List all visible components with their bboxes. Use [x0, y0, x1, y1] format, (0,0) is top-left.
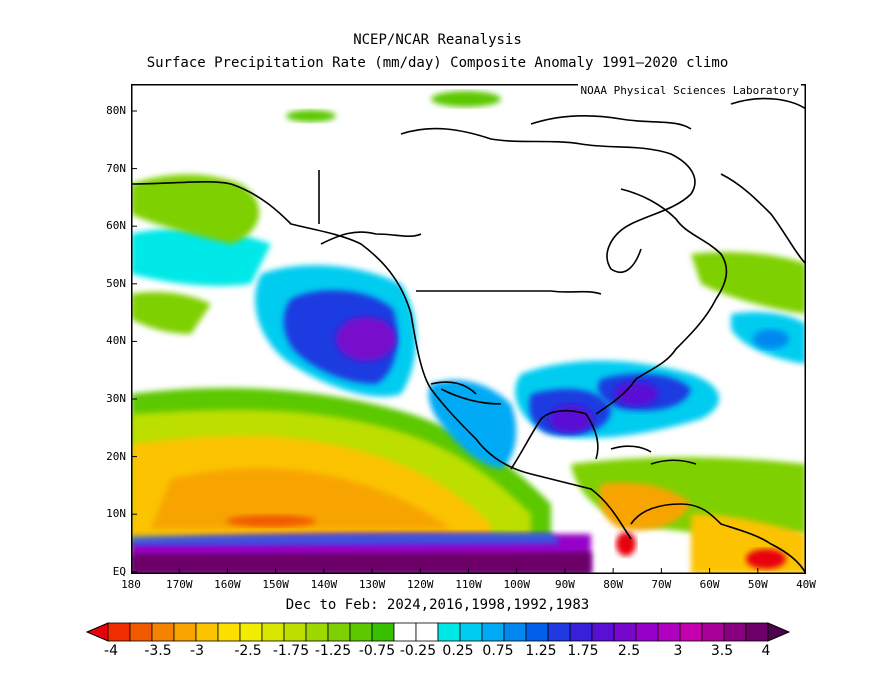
colorbar-label: 1.75 [567, 643, 599, 659]
lat-tick-label: 20N [106, 449, 126, 463]
colorbar-swatch [261, 622, 285, 642]
colorbar-swatch [679, 622, 703, 642]
coastlines [131, 97, 806, 574]
colorbar-swatch [503, 622, 527, 642]
colorbar-label: 0.75 [482, 643, 514, 659]
colorbar-swatch [745, 622, 769, 642]
lon-tick-label: 70W [651, 578, 672, 591]
colorbar-swatch [415, 622, 439, 642]
colorbar-swatch [371, 622, 395, 642]
lon-tick-label: 130W [358, 578, 386, 591]
colorbar-swatch [437, 622, 461, 642]
colorbar-swatch [701, 622, 725, 642]
colorbar-swatch [613, 622, 637, 642]
colorbar-swatch [723, 622, 747, 642]
lon-tick-label: 100W [503, 578, 530, 591]
anomaly-field [131, 91, 806, 574]
axis-ticks [131, 110, 806, 574]
colorbar-swatch [283, 622, 307, 642]
colorbar-swatch [635, 622, 659, 642]
lat-tick-label: 10N [106, 507, 126, 521]
colorbar-swatch [151, 622, 175, 642]
lat-tick-label: EQ [112, 564, 126, 578]
lon-tick-label: 80W [603, 578, 624, 591]
precipitation-anomaly-map [131, 84, 806, 574]
colorbar-swatch [305, 622, 329, 642]
colorbar-swatch [217, 622, 241, 642]
colorbar-label: -3.5 [144, 643, 172, 659]
lon-tick-label: 110W [455, 578, 482, 591]
colorbar-swatch [129, 622, 153, 642]
colorbar-swatch [173, 622, 197, 642]
colorbar-swatch [327, 622, 351, 642]
lon-tick-label: 180 [121, 578, 141, 591]
lon-tick-label: 170W [165, 578, 193, 591]
colorbar-label: 3.5 [710, 643, 734, 659]
chart-subtitle: Surface Precipitation Rate (mm/day) Comp… [146, 55, 729, 71]
lat-tick-label: 30N [106, 392, 126, 405]
colorbar-swatch [657, 622, 681, 642]
lon-tick-label: 90W [554, 578, 575, 591]
colorbar-swatch [569, 622, 593, 642]
colorbar-label: 3 [673, 643, 683, 659]
colorbar-swatch [481, 622, 505, 642]
colorbar-label: -1.75 [272, 643, 310, 659]
colorbar-swatch [195, 622, 219, 642]
colorbar-swatch [547, 622, 571, 642]
lon-tick-label: 160W [214, 578, 241, 591]
colorbar-swatch [525, 622, 549, 642]
lat-tick-label: 80N [106, 104, 126, 117]
lon-tick-label: 50W [747, 578, 768, 591]
colorbar-max-arrow [767, 622, 790, 642]
colorbar [86, 622, 790, 642]
lon-tick-label: 120W [407, 578, 434, 591]
colorbar-label: -0.75 [358, 643, 396, 659]
colorbar-swatch [239, 622, 263, 642]
colorbar-swatch [591, 622, 615, 642]
lon-tick-label: 140W [310, 578, 338, 591]
colorbar-label: -0.25 [399, 643, 437, 659]
colorbar-label: 2.5 [617, 643, 641, 659]
lat-tick-label: 60N [106, 219, 126, 233]
colorbar-label: -1.25 [314, 643, 352, 659]
chart-title: NCEP/NCAR Reanalysis [353, 32, 522, 48]
lon-tick-label: 150W [262, 578, 289, 591]
colorbar-swatch [107, 622, 131, 642]
colorbar-label: -3 [190, 643, 204, 659]
lat-tick-label: 70N [106, 161, 126, 175]
lon-tick-label: 60W [699, 578, 720, 591]
colorbar-swatch [459, 622, 483, 642]
colorbar-min-arrow [86, 622, 109, 642]
data-credit: NOAA Physical Sciences Laboratory [578, 84, 801, 97]
lon-tick-label: 40W [796, 578, 816, 591]
lat-tick-label: 40N [106, 334, 126, 348]
lat-tick-label: 50N [106, 276, 126, 290]
colorbar-label: -4 [104, 643, 118, 659]
colorbar-label: 1.25 [525, 643, 557, 659]
colorbar-label: 0.25 [442, 643, 474, 659]
colorbar-swatch [349, 622, 373, 642]
colorbar-label: 4 [761, 643, 771, 659]
colorbar-swatch [393, 622, 417, 642]
colorbar-label: -2.5 [234, 643, 262, 659]
composite-years-caption: Dec to Feb: 2024,2016,1998,1992,1983 [285, 597, 590, 613]
